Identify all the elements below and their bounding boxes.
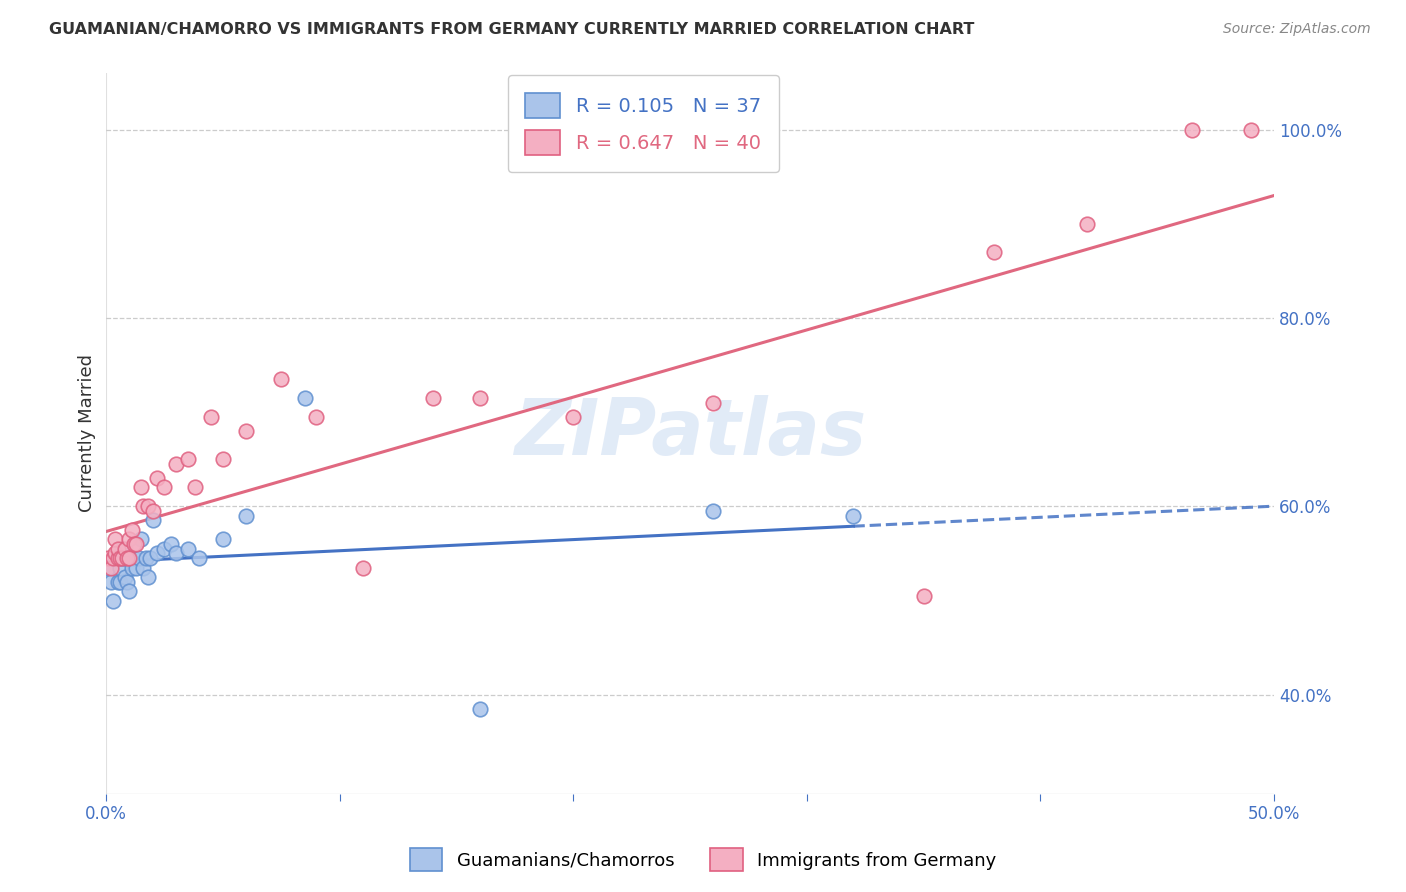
Point [108,551,131,566]
Point [107,551,129,566]
Point [842,508,865,523]
Point [352,560,374,574]
Point [702,504,724,518]
Point [562,409,585,424]
Point [132,500,155,514]
Point [100,574,122,589]
Point [100,560,122,574]
Point [135,551,157,566]
Point [160,537,183,551]
Point [1181,122,1204,136]
Point [114,570,136,584]
Point [142,504,165,518]
Point [235,424,257,438]
Point [128,551,150,566]
Point [136,500,159,514]
Point [114,541,136,556]
Point [111,551,134,566]
Point [129,481,152,495]
Point [200,409,222,424]
Text: ZIPatlas: ZIPatlas [513,395,866,471]
Point [104,533,127,547]
Point [1076,217,1098,231]
Point [118,551,141,566]
Point [270,372,292,386]
Point [146,546,169,560]
Point [422,391,444,405]
Point [107,541,129,556]
Point [136,570,159,584]
Point [104,551,127,566]
Point [125,537,148,551]
Point [129,533,152,547]
Point [211,452,233,467]
Text: GUAMANIAN/CHAMORRO VS IMMIGRANTS FROM GERMANY CURRENTLY MARRIED CORRELATION CHAR: GUAMANIAN/CHAMORRO VS IMMIGRANTS FROM GE… [49,22,974,37]
Point [153,541,176,556]
Point [101,593,124,607]
Point [107,551,129,566]
Point [115,574,138,589]
Point [122,551,145,566]
Point [177,452,200,467]
Point [468,391,491,405]
Text: Source: ZipAtlas.com: Source: ZipAtlas.com [1223,22,1371,37]
Point [97,551,120,566]
Point [115,551,138,566]
Point [294,391,316,405]
Point [132,560,155,574]
Point [153,481,176,495]
Point [114,551,136,566]
Point [188,551,211,566]
Point [125,560,148,574]
Point [1239,122,1261,136]
Point [104,546,127,560]
Y-axis label: Currently Married: Currently Married [79,354,96,512]
Point [912,589,935,603]
Point [146,471,169,485]
Legend: R = 0.105   N = 37, R = 0.647   N = 40: R = 0.105 N = 37, R = 0.647 N = 40 [508,76,779,172]
Point [101,551,124,566]
Point [97,560,120,574]
Point [118,551,141,566]
Point [121,560,143,574]
Point [118,584,141,599]
Point [121,523,143,537]
Point [118,533,141,547]
Point [108,574,131,589]
Point [165,546,187,560]
Point [108,560,131,574]
Point [305,409,328,424]
Point [702,395,724,409]
Point [165,457,187,471]
Point [142,513,165,527]
Point [235,508,257,523]
Point [111,551,134,566]
Legend: Guamanians/Chamorros, Immigrants from Germany: Guamanians/Chamorros, Immigrants from Ge… [402,841,1004,879]
Point [177,541,200,556]
Point [107,574,129,589]
Point [111,541,134,556]
Point [983,244,1005,259]
Point [211,533,233,547]
Point [139,551,162,566]
Point [184,481,207,495]
Point [122,537,145,551]
Point [468,702,491,716]
